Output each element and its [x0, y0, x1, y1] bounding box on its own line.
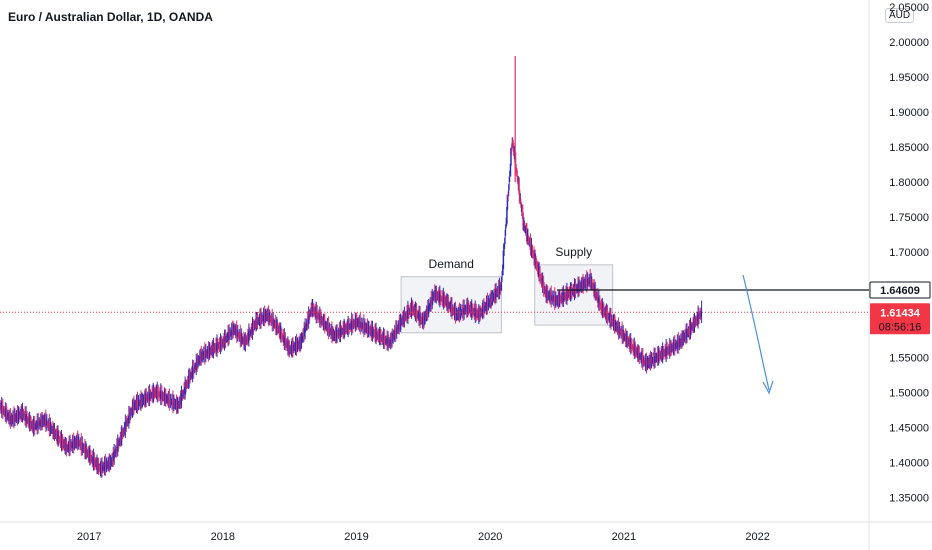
- y-tick-label: 1.85000: [889, 142, 929, 154]
- y-tick-label: 1.70000: [889, 247, 929, 259]
- plot-layer: [0, 56, 703, 478]
- y-tick-label: 1.45000: [889, 422, 929, 434]
- projection-arrow-head: [762, 380, 774, 395]
- current-price-label: 1.61434: [880, 307, 921, 319]
- y-tick-label: 2.05000: [889, 2, 929, 14]
- level-badge-label: 1.64609: [880, 285, 920, 297]
- level-badge: [869, 281, 931, 299]
- projection-arrow[interactable]: [742, 274, 770, 391]
- y-tick-label: 1.90000: [889, 107, 929, 119]
- y-tick-label: 1.35000: [889, 492, 929, 504]
- chart-title: Euro / Australian Dollar, 1D, OANDA: [8, 10, 213, 24]
- currency-unit-badge[interactable]: AUD: [885, 8, 915, 23]
- y-tick-label: 2.00000: [889, 37, 929, 49]
- current-price-badge: [870, 303, 930, 335]
- y-tick-label: 1.50000: [889, 387, 929, 399]
- x-tick-label: 2017: [77, 531, 101, 543]
- overlay-layer: 1.64609 1.61434 08:56:16: [0, 274, 931, 395]
- x-tick-label: 2019: [344, 531, 368, 543]
- x-tick-label: 2021: [612, 531, 636, 543]
- x-tick-label: 2020: [478, 531, 502, 543]
- y-tick-label: 1.75000: [889, 212, 929, 224]
- y-tick-label: 1.80000: [889, 177, 929, 189]
- y-tick-label: 1.40000: [889, 457, 929, 469]
- price-axis[interactable]: 1.350001.400001.450001.500001.550001.600…: [889, 2, 929, 504]
- y-tick-label: 1.95000: [889, 72, 929, 84]
- x-tick-label: 2018: [211, 531, 235, 543]
- x-tick-label: 2022: [745, 531, 769, 543]
- y-tick-label: 1.55000: [889, 352, 929, 364]
- time-axis[interactable]: 2017 2018 2019 2020 2021 2022: [77, 531, 770, 543]
- zone-label-demand: Demand: [429, 257, 474, 271]
- bar-countdown: 08:56:16: [879, 321, 922, 333]
- zone-label-supply: Supply: [555, 245, 592, 259]
